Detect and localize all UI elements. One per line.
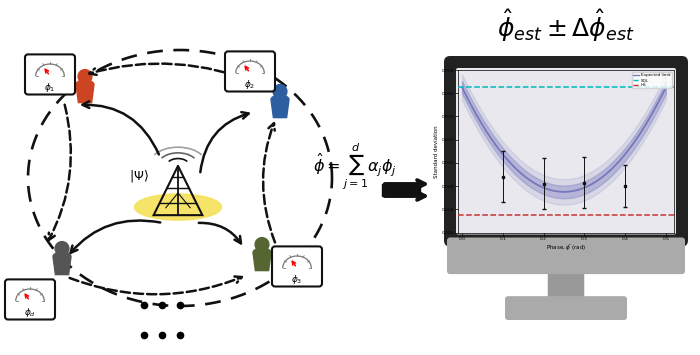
Circle shape bbox=[55, 242, 69, 255]
FancyBboxPatch shape bbox=[25, 54, 75, 94]
Circle shape bbox=[78, 70, 92, 83]
Polygon shape bbox=[271, 95, 289, 118]
Text: $|\Psi\rangle$: $|\Psi\rangle$ bbox=[129, 168, 148, 184]
Text: $\phi_2$: $\phi_2$ bbox=[244, 78, 256, 91]
Expected limit bbox=[458, 85, 466, 89]
X-axis label: Phase, $\hat{\phi}$ (rad): Phase, $\hat{\phi}$ (rad) bbox=[546, 242, 586, 253]
Expected limit bbox=[583, 184, 592, 189]
Expected limit bbox=[579, 186, 587, 190]
Expected limit bbox=[559, 190, 568, 194]
Y-axis label: Standard deviation: Standard deviation bbox=[434, 125, 439, 178]
FancyBboxPatch shape bbox=[548, 264, 584, 306]
Polygon shape bbox=[382, 184, 420, 196]
Legend: Expected limit, SQL, HS: Expected limit, SQL, HS bbox=[632, 72, 672, 88]
Polygon shape bbox=[76, 80, 94, 103]
Ellipse shape bbox=[134, 194, 221, 220]
Expected limit bbox=[630, 140, 638, 144]
FancyBboxPatch shape bbox=[225, 51, 275, 92]
Circle shape bbox=[273, 84, 287, 98]
FancyBboxPatch shape bbox=[505, 296, 627, 320]
FancyBboxPatch shape bbox=[272, 246, 322, 286]
FancyBboxPatch shape bbox=[444, 56, 688, 246]
Text: $\phi_d$: $\phi_d$ bbox=[24, 306, 36, 319]
FancyBboxPatch shape bbox=[5, 279, 55, 320]
Line: Expected limit: Expected limit bbox=[462, 87, 666, 192]
Text: $\hat{\phi}_{est} \pm \Delta\hat{\phi}_{est}$: $\hat{\phi}_{est} \pm \Delta\hat{\phi}_{… bbox=[497, 7, 635, 44]
Polygon shape bbox=[53, 252, 71, 275]
Polygon shape bbox=[253, 248, 271, 271]
FancyBboxPatch shape bbox=[447, 237, 685, 274]
Text: $\phi_1$: $\phi_1$ bbox=[44, 81, 56, 94]
Expected limit bbox=[643, 120, 652, 124]
Circle shape bbox=[255, 237, 269, 251]
Text: $\phi_3$: $\phi_3$ bbox=[291, 273, 302, 286]
FancyBboxPatch shape bbox=[456, 68, 676, 235]
Text: $\hat{\phi} = \sum_{j=1}^{d} \alpha_j \phi_j$: $\hat{\phi} = \sum_{j=1}^{d} \alpha_j \p… bbox=[313, 142, 397, 192]
Expected limit bbox=[662, 85, 670, 89]
Expected limit bbox=[580, 186, 588, 190]
Expected limit bbox=[458, 87, 467, 91]
